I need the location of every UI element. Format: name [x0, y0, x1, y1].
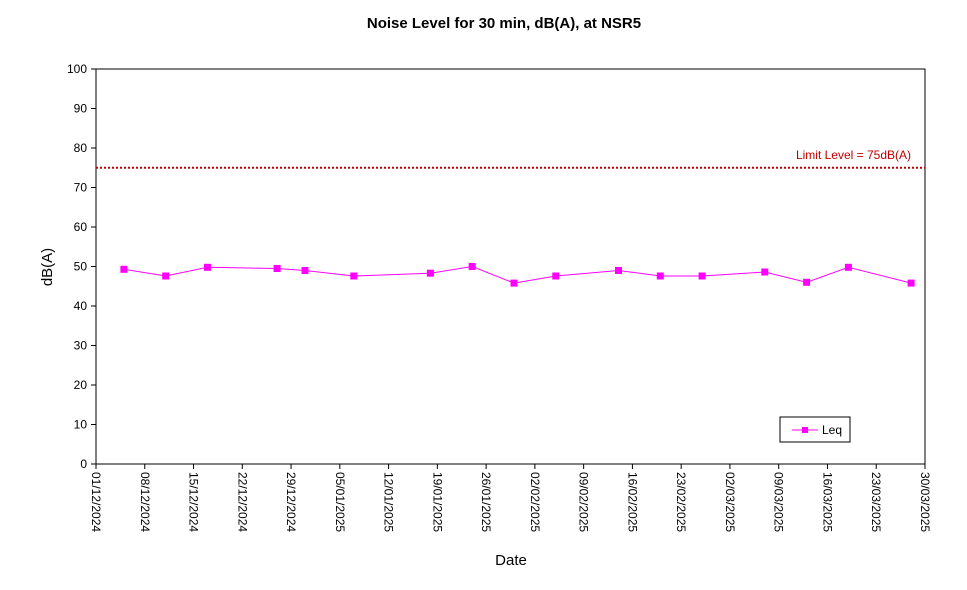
data-point	[510, 279, 518, 287]
y-tick-label: 20	[74, 378, 88, 392]
x-tick-label: 12/01/2025	[382, 472, 396, 532]
data-point	[204, 263, 211, 271]
data-point	[844, 263, 852, 271]
data-point	[698, 272, 706, 280]
data-point	[803, 278, 811, 286]
data-point	[656, 272, 664, 280]
data-point	[273, 265, 281, 272]
y-tick-label: 50	[74, 260, 88, 274]
x-tick-label: 16/02/2025	[625, 472, 639, 532]
x-tick-label: 30/03/2025	[918, 472, 932, 532]
x-tick-label: 26/01/2025	[479, 472, 493, 532]
plot-area	[95, 68, 926, 465]
x-tick-label: 08/12/2024	[138, 472, 152, 532]
x-tick-label: 02/03/2025	[723, 472, 737, 532]
x-tick-label: 02/02/2025	[528, 472, 542, 532]
legend-entry-leq: Leq	[822, 423, 842, 437]
x-axis: 01/12/2024 08/12/2024 15/12/2024 22/12/2024…	[89, 464, 932, 532]
data-point	[120, 265, 128, 273]
data-point	[162, 272, 170, 280]
y-axis-label: dB(A)	[39, 248, 56, 286]
data-point	[907, 279, 915, 287]
y-tick-label: 90	[74, 102, 88, 116]
x-tick-label: 19/01/2025	[430, 472, 444, 532]
x-tick-label: 23/02/2025	[674, 472, 688, 532]
x-tick-label: 15/12/2024	[187, 472, 201, 532]
x-tick-label: 23/03/2025	[869, 472, 883, 532]
y-tick-label: 100	[67, 62, 87, 76]
series-group	[120, 263, 915, 287]
y-tick-label: 80	[74, 141, 88, 155]
y-tick-label: 30	[74, 339, 88, 353]
x-tick-label: 09/03/2025	[772, 472, 786, 532]
x-tick-label: 09/02/2025	[577, 472, 591, 532]
data-point	[761, 268, 769, 276]
chart-title: Noise Level for 30 min, dB(A), at NSR5	[367, 15, 641, 32]
data-point	[468, 263, 476, 270]
y-tick-label: 0	[80, 457, 87, 471]
y-tick-label: 70	[74, 181, 88, 195]
x-tick-label: 22/12/2024	[235, 472, 249, 532]
data-point	[552, 272, 560, 280]
data-point	[615, 267, 622, 274]
limit-line-label: Limit Level = 75dB(A)	[796, 148, 911, 162]
x-tick-label: 01/12/2024	[89, 472, 103, 532]
data-point	[301, 267, 309, 274]
x-axis-label: Date	[495, 552, 527, 569]
x-tick-label: 05/01/2025	[333, 472, 347, 532]
legend: Leq	[779, 416, 851, 443]
data-point	[350, 272, 358, 280]
legend-marker	[802, 427, 808, 433]
y-tick-label: 40	[74, 299, 88, 313]
x-tick-label: 16/03/2025	[820, 472, 834, 532]
y-tick-label: 60	[74, 220, 88, 234]
x-tick-label: 29/12/2024	[284, 472, 298, 532]
limit-line-group: Limit Level = 75dB(A)	[96, 148, 925, 169]
y-tick-label: 10	[74, 418, 88, 432]
y-axis: 0 10 20 30 40 50 60 70 80 90 100	[67, 62, 96, 471]
data-point	[426, 269, 434, 277]
